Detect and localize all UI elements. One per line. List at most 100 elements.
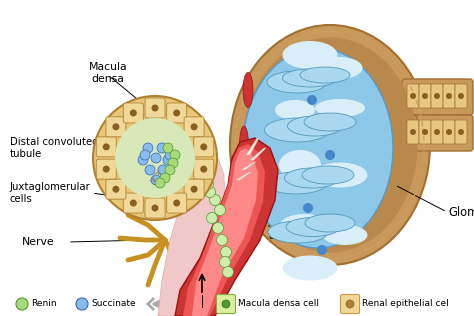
FancyBboxPatch shape xyxy=(96,137,116,157)
Ellipse shape xyxy=(268,221,328,243)
Ellipse shape xyxy=(315,99,365,117)
FancyBboxPatch shape xyxy=(402,79,473,115)
Ellipse shape xyxy=(300,67,350,83)
FancyBboxPatch shape xyxy=(145,198,165,218)
Circle shape xyxy=(202,179,213,190)
Ellipse shape xyxy=(240,233,249,263)
Circle shape xyxy=(160,173,170,183)
Circle shape xyxy=(458,129,464,135)
Polygon shape xyxy=(241,162,256,170)
FancyBboxPatch shape xyxy=(217,295,236,313)
Circle shape xyxy=(76,298,88,310)
Ellipse shape xyxy=(304,113,356,131)
Circle shape xyxy=(155,178,165,188)
Circle shape xyxy=(163,143,173,153)
Ellipse shape xyxy=(279,150,321,180)
FancyBboxPatch shape xyxy=(455,84,467,108)
Circle shape xyxy=(16,298,28,310)
Circle shape xyxy=(307,95,317,105)
FancyBboxPatch shape xyxy=(167,193,187,213)
Text: Juxtaglomerular
cells: Juxtaglomerular cells xyxy=(10,182,91,204)
Circle shape xyxy=(112,123,119,130)
Ellipse shape xyxy=(265,172,327,194)
Text: Blood flow: Blood flow xyxy=(162,300,219,310)
Ellipse shape xyxy=(267,71,327,93)
Text: Gpr91: Gpr91 xyxy=(167,300,195,308)
Ellipse shape xyxy=(264,118,329,142)
FancyBboxPatch shape xyxy=(407,84,419,108)
FancyBboxPatch shape xyxy=(106,179,126,199)
Ellipse shape xyxy=(283,256,337,281)
Ellipse shape xyxy=(302,166,354,184)
Circle shape xyxy=(103,143,110,150)
Circle shape xyxy=(210,195,220,205)
Ellipse shape xyxy=(243,38,418,252)
Text: Macula densa cell: Macula densa cell xyxy=(238,300,319,308)
Ellipse shape xyxy=(243,72,253,107)
Circle shape xyxy=(138,155,148,165)
FancyBboxPatch shape xyxy=(184,117,204,137)
Polygon shape xyxy=(192,148,258,316)
Circle shape xyxy=(140,150,150,160)
Ellipse shape xyxy=(286,217,340,236)
Circle shape xyxy=(191,186,198,193)
Ellipse shape xyxy=(283,69,337,87)
FancyBboxPatch shape xyxy=(455,120,467,144)
Polygon shape xyxy=(183,144,265,316)
Circle shape xyxy=(325,150,335,160)
Circle shape xyxy=(115,118,195,198)
Circle shape xyxy=(170,150,180,160)
Circle shape xyxy=(212,222,224,234)
Circle shape xyxy=(93,96,217,220)
Ellipse shape xyxy=(230,25,430,265)
Circle shape xyxy=(112,186,119,193)
FancyBboxPatch shape xyxy=(443,84,455,108)
Circle shape xyxy=(103,166,110,173)
Ellipse shape xyxy=(284,168,339,188)
FancyBboxPatch shape xyxy=(407,120,419,144)
Circle shape xyxy=(151,153,161,163)
Ellipse shape xyxy=(288,116,343,136)
Circle shape xyxy=(151,175,161,185)
FancyBboxPatch shape xyxy=(194,137,214,157)
FancyBboxPatch shape xyxy=(431,120,443,144)
Text: Succinate: Succinate xyxy=(91,300,136,308)
Ellipse shape xyxy=(318,57,363,79)
Polygon shape xyxy=(175,138,278,316)
Circle shape xyxy=(219,257,230,268)
Circle shape xyxy=(191,123,198,130)
FancyBboxPatch shape xyxy=(194,159,214,179)
Text: Glomerulus: Glomerulus xyxy=(448,205,474,218)
Circle shape xyxy=(303,203,313,213)
Ellipse shape xyxy=(312,162,367,187)
Circle shape xyxy=(217,234,228,246)
Circle shape xyxy=(130,199,137,207)
Circle shape xyxy=(222,300,230,308)
Ellipse shape xyxy=(243,183,253,217)
Text: Renin: Renin xyxy=(31,300,56,308)
Text: Nerve: Nerve xyxy=(22,237,55,247)
Circle shape xyxy=(422,129,428,135)
Circle shape xyxy=(207,212,218,223)
Circle shape xyxy=(410,93,416,99)
Circle shape xyxy=(434,129,440,135)
Ellipse shape xyxy=(305,214,355,232)
Circle shape xyxy=(410,129,416,135)
Circle shape xyxy=(422,93,428,99)
FancyBboxPatch shape xyxy=(123,103,143,123)
Circle shape xyxy=(157,143,167,153)
Ellipse shape xyxy=(239,126,248,164)
Text: Afferent
arteriole: Afferent arteriole xyxy=(268,219,314,241)
Ellipse shape xyxy=(322,225,367,245)
Circle shape xyxy=(434,93,440,99)
Circle shape xyxy=(204,186,216,198)
Circle shape xyxy=(173,109,180,117)
Circle shape xyxy=(165,150,175,160)
Circle shape xyxy=(168,158,178,168)
FancyBboxPatch shape xyxy=(419,84,431,108)
Text: Renal epithelial cel: Renal epithelial cel xyxy=(362,300,449,308)
Circle shape xyxy=(317,245,327,255)
Circle shape xyxy=(215,204,226,216)
FancyBboxPatch shape xyxy=(167,103,187,123)
Text: Macula
densa: Macula densa xyxy=(89,62,128,84)
